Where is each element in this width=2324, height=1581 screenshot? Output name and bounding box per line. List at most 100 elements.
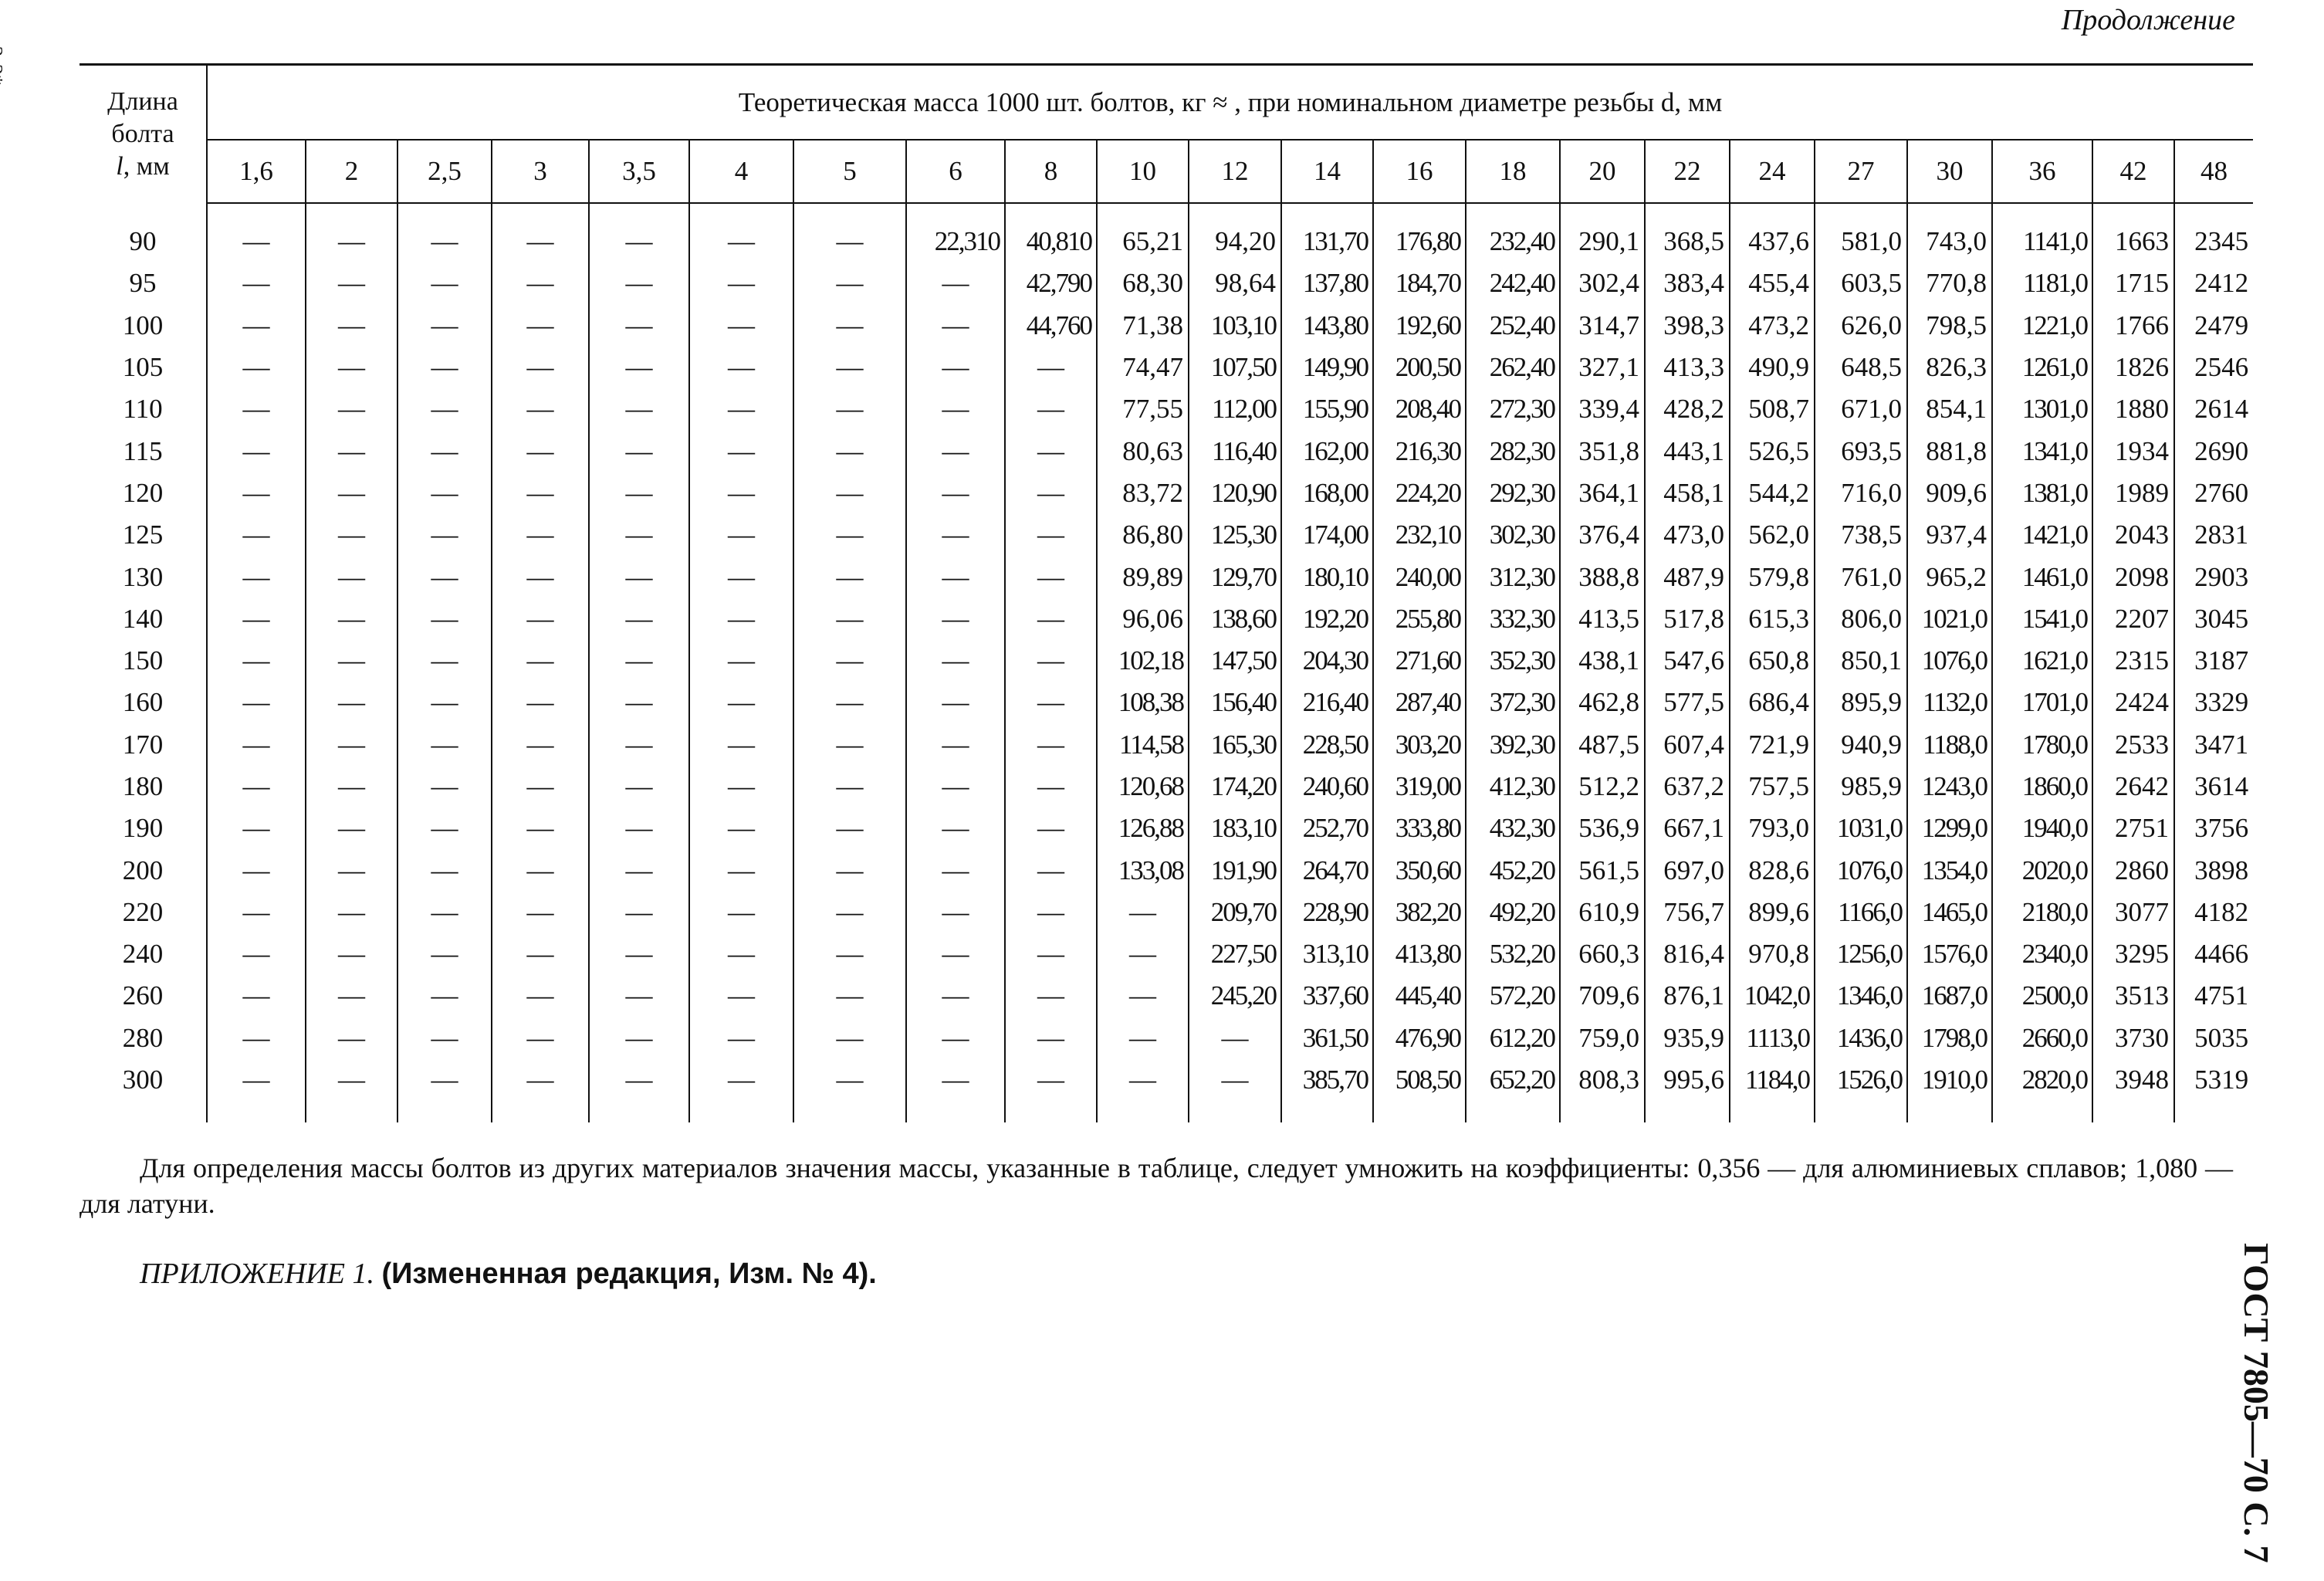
mass-cell: — xyxy=(1004,430,1097,472)
mass-cell: 1188,0 xyxy=(1906,723,1992,766)
mass-cell: 756,7 xyxy=(1644,891,1730,934)
mass-cell: 3513 xyxy=(2092,975,2174,1017)
mass-cell: 3187 xyxy=(2173,639,2254,682)
mass-cell: 3614 xyxy=(2173,765,2254,808)
bolt-length-cell: 170 xyxy=(79,723,208,766)
mass-cell: — xyxy=(242,561,270,592)
mass-cell: 761,0 xyxy=(1814,556,1907,598)
diameter-header: 5 xyxy=(793,140,906,204)
mass-cell: 143,80 xyxy=(1280,304,1373,347)
mass-cell: — xyxy=(793,514,906,557)
mass-cell: — xyxy=(305,304,397,347)
mass-cell: — xyxy=(905,388,1005,431)
mass-cell: 492,20 xyxy=(1465,891,1560,934)
table-row: 180— — — — — — — — —120,68 174,20 240,60 319,00 412,… xyxy=(79,765,2254,808)
mass-cell: — xyxy=(793,807,906,850)
mass-cell: 2043 xyxy=(2092,514,2174,557)
mass-cell: 98,64 xyxy=(1188,262,1281,305)
mass-cell: — xyxy=(1004,388,1097,431)
mass-cell: — xyxy=(588,765,689,808)
mass-cell: 314,7 xyxy=(1559,304,1645,347)
mass-cell: 462,8 xyxy=(1559,682,1645,724)
mass-cell: — xyxy=(1004,807,1097,850)
mass-cell: 615,3 xyxy=(1729,598,1815,640)
mass-cell: — xyxy=(305,388,397,431)
appendix-label: ПРИЛОЖЕНИЕ 1. xyxy=(140,1258,374,1290)
mass-cell: — xyxy=(242,603,270,634)
mass-cell: — xyxy=(905,304,1005,347)
mass-cell: — xyxy=(491,472,589,515)
mass-cell: — xyxy=(491,598,589,640)
mass-cell: 271,60 xyxy=(1372,639,1466,682)
mass-cell: — xyxy=(305,849,397,892)
mass-cell: 660,3 xyxy=(1559,933,1645,976)
mass-cell: 850,1 xyxy=(1814,639,1907,682)
mass-cell: — xyxy=(491,1017,589,1059)
mass-cell: 512,2 xyxy=(1559,765,1645,808)
mass-cell: — xyxy=(688,975,793,1017)
mass-cell: — xyxy=(491,262,589,305)
mass-cell: 183,10 xyxy=(1188,807,1281,850)
diameter-header: 48 xyxy=(2173,140,2254,204)
mass-cell: 137,80 xyxy=(1280,262,1373,305)
mass-cell: 3295 xyxy=(2092,933,2174,976)
mass-cell: — xyxy=(688,1017,793,1059)
mass-cell: 798,5 xyxy=(1906,304,1992,347)
mass-cell: 648,5 xyxy=(1814,346,1907,389)
table-body: 90— — — — — — —22,310 40,810 65,21 94,20 131,70 176… xyxy=(79,203,2254,1123)
mass-cell: — xyxy=(491,807,589,850)
mass-cell: — xyxy=(242,394,270,425)
mass-cell: — xyxy=(905,262,1005,305)
mass-cell: 114,58 xyxy=(1096,723,1189,766)
mass-cell: 476,90 xyxy=(1372,1017,1466,1059)
mass-cell: 1621,0 xyxy=(1991,639,2092,682)
mass-cell: 671,0 xyxy=(1814,388,1907,431)
mass-cell: 854,1 xyxy=(1906,388,1992,431)
mass-cell: — xyxy=(242,226,270,257)
mass-cell: 107,50 xyxy=(1188,346,1281,389)
mass-cell: — xyxy=(588,682,689,724)
mass-cell: 806,0 xyxy=(1814,598,1907,640)
mass-cell: 828,6 xyxy=(1729,849,1815,892)
mass-cell: 40,810 xyxy=(1004,221,1097,263)
mass-cell: — xyxy=(305,346,397,389)
mass-cell: — xyxy=(688,430,793,472)
mass-cell: 3471 xyxy=(2173,723,2254,766)
mass-cell: 1576,0 xyxy=(1906,933,1992,976)
mass-cell: — xyxy=(491,682,589,724)
mass-cell: 1381,0 xyxy=(1991,472,2092,515)
mass-span-header: Теоретическая масса 1000 шт. болтов, кг … xyxy=(207,63,2254,140)
mass-cell: — xyxy=(305,598,397,640)
mass-cell: — xyxy=(588,1058,689,1102)
mass-cell: — xyxy=(397,598,492,640)
mass-cell: 895,9 xyxy=(1814,682,1907,724)
mass-cell: — xyxy=(905,346,1005,389)
mass-cell: — xyxy=(905,514,1005,557)
mass-cell: 2660,0 xyxy=(1991,1017,2092,1059)
mass-cell: 126,88 xyxy=(1096,807,1189,850)
mass-cell: — xyxy=(793,221,906,263)
continuation-label: Продолжение xyxy=(2061,4,2235,36)
mass-cell: 650,8 xyxy=(1729,639,1815,682)
mass-cell: 168,00 xyxy=(1280,472,1373,515)
mass-cell: 970,8 xyxy=(1729,933,1815,976)
table-row: 260— — — — — — — — — —245,20 337,60 445,40 572,20 709… xyxy=(79,975,2254,1017)
mass-cell: 3730 xyxy=(2092,1017,2174,1059)
mass-cell: — xyxy=(1096,1058,1189,1102)
mass-cell: 292,30 xyxy=(1465,472,1560,515)
length-unit-label: l, мм xyxy=(116,152,170,181)
mass-cell: — xyxy=(905,723,1005,766)
mass-cell: 264,70 xyxy=(1280,849,1373,892)
mass-cell: — xyxy=(905,933,1005,976)
mass-cell: 1826 xyxy=(2092,346,2174,389)
mass-cell: — xyxy=(588,891,689,934)
mass-cell: 995,6 xyxy=(1644,1058,1730,1102)
bolt-length-cell: 130 xyxy=(79,556,208,598)
mass-cell: 372,30 xyxy=(1465,682,1560,724)
mass-cell: — xyxy=(588,221,689,263)
mass-cell: — xyxy=(1004,556,1097,598)
mass-cell: — xyxy=(397,807,492,850)
mass-cell: 413,80 xyxy=(1372,933,1466,976)
mass-cell: 473,2 xyxy=(1729,304,1815,347)
standard-designation: ГОСТ 7805—70 С. 7 xyxy=(2237,1243,2276,1563)
